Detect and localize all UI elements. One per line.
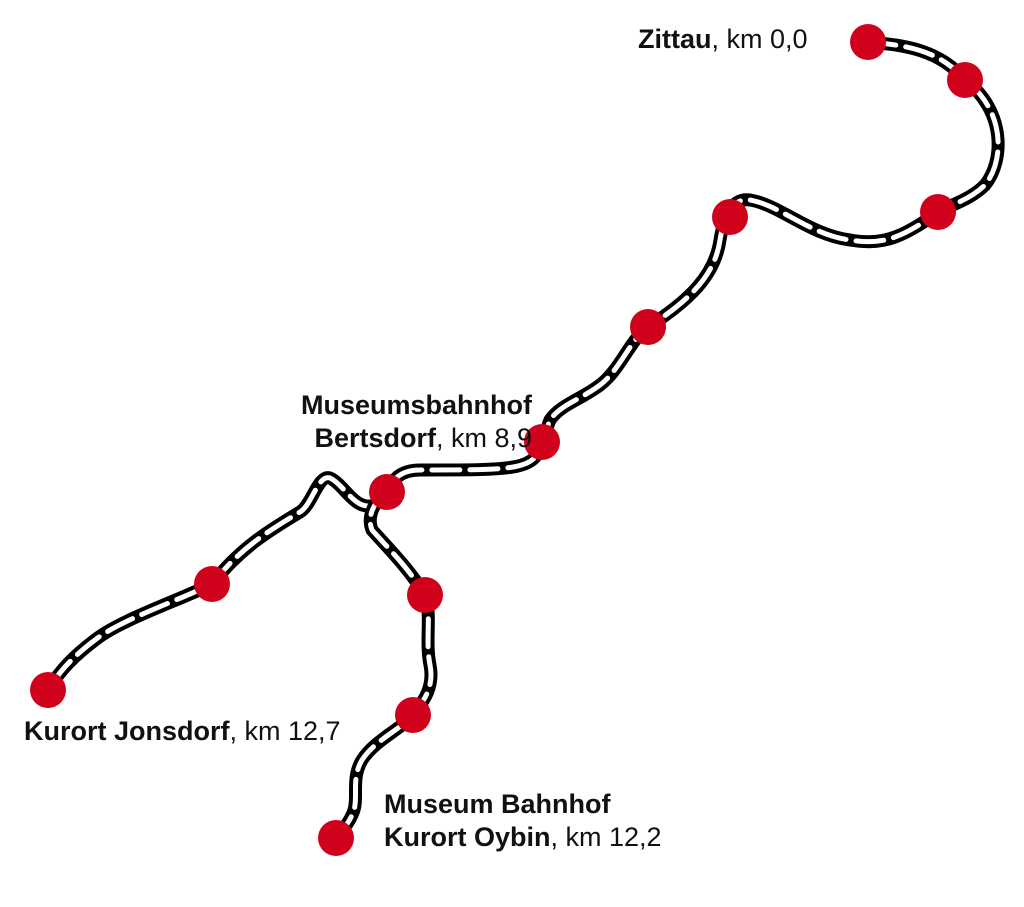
station-label-zittau: Zittau, km 0,0 [638, 23, 808, 56]
station-dot[interactable] [630, 309, 666, 345]
station-dot-jonsdorf[interactable] [30, 672, 66, 708]
station-dot-oybin[interactable] [318, 820, 354, 856]
station-km: , km 0,0 [711, 24, 808, 54]
station-dot[interactable] [712, 199, 748, 235]
station-dot[interactable] [524, 424, 560, 460]
station-label-oybin: Museum Bahnhof Kurort Oybin, km 12,2 [384, 788, 662, 854]
station-km: , km 12,7 [229, 716, 341, 746]
station-dot[interactable] [407, 577, 443, 613]
station-dot-bertsdorf[interactable] [369, 474, 405, 510]
station-km: , km 8,9 [435, 423, 532, 453]
station-km: , km 12,2 [550, 822, 662, 852]
station-name: Bertsdorf [314, 423, 436, 453]
station-dot[interactable] [395, 697, 431, 733]
track-bertsdorf-jonsdorf [41, 471, 382, 697]
track-bertsdorf-oybin [329, 485, 438, 845]
station-dots [30, 24, 983, 856]
station-name: Zittau [638, 24, 712, 54]
station-name: Kurort Oybin [384, 822, 551, 852]
station-prefix: Museum Bahnhof [384, 789, 611, 819]
station-dot[interactable] [947, 62, 983, 98]
station-label-jonsdorf: Kurort Jonsdorf, km 12,7 [24, 715, 341, 748]
station-dot-zittau[interactable] [850, 24, 886, 60]
station-name: Kurort Jonsdorf [24, 716, 230, 746]
station-label-bertsdorf: Museumsbahnhof Bertsdorf, km 8,9 [240, 389, 532, 455]
station-dot[interactable] [194, 566, 230, 602]
station-prefix: Museumsbahnhof [300, 390, 532, 420]
station-dot[interactable] [920, 194, 956, 230]
